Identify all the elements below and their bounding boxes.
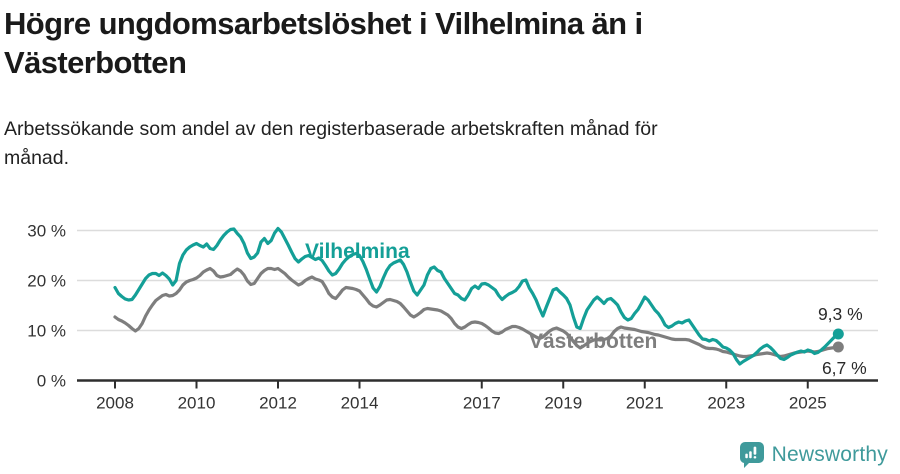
subtitle-line-1: Arbetssökande som andel av den registerb…	[4, 118, 658, 140]
title-line-1: Högre ungdomsarbetslöshet i Vilhelmina ä…	[4, 6, 643, 41]
bar-chart-speech-bubble-icon	[739, 442, 764, 468]
x-tick-label-2008: 2008	[96, 394, 134, 413]
x-tick-label-2023: 2023	[707, 394, 745, 413]
chart-subtitle: Arbetssökande som andel av den registerb…	[4, 115, 824, 173]
subtitle-line-2: månad.	[4, 147, 70, 169]
y-tick-label-10: 10 %	[27, 322, 66, 341]
x-tick-label-2017: 2017	[463, 394, 501, 413]
y-tick-label-20: 20 %	[27, 272, 66, 291]
end-dot-vilhelmina	[832, 328, 844, 340]
series-line-vilhelmina	[113, 226, 840, 366]
y-tick-label-30: 30 %	[27, 222, 66, 241]
series-label-västerbotten: Västerbotten	[529, 330, 657, 353]
y-tick-label-0: 0 %	[37, 372, 66, 391]
x-tick-label-2019: 2019	[544, 394, 582, 413]
x-tick-label-2014: 2014	[341, 394, 379, 413]
end-dot-västerbotten	[832, 341, 844, 353]
end-value-label-västerbotten: 6,7 %	[822, 358, 867, 378]
newsworthy-logo: Newsworthy	[739, 441, 888, 468]
x-tick-label-2025: 2025	[789, 394, 827, 413]
page-title: Högre ungdomsarbetslöshet i Vilhelmina ä…	[4, 4, 724, 82]
x-tick-label-2012: 2012	[259, 394, 297, 413]
series-line-västerbotten	[113, 266, 840, 359]
title-line-2: Västerbotten	[4, 45, 187, 80]
end-value-label-vilhelmina: 9,3 %	[818, 304, 863, 324]
x-tick-label-2010: 2010	[178, 394, 216, 413]
x-tick-label-2021: 2021	[626, 394, 664, 413]
series-label-vilhelmina: Vilhelmina	[305, 240, 410, 263]
brand-name: Newsworthy	[771, 442, 888, 466]
